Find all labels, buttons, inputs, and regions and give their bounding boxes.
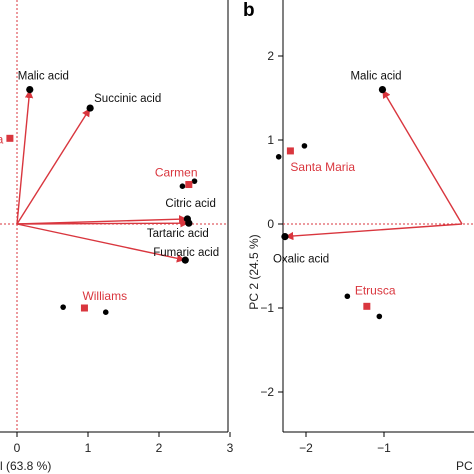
panel-a-arrow-fumaric-acid [16,223,186,263]
panel-a-sample-point-4 [102,309,109,316]
panel-b-y-tick-label--2: −2 [260,385,274,399]
panel-b-label-malic-acid: Malic acid [350,71,401,83]
panel-b-sample-point-4 [376,313,383,320]
panel-a-label-malic-acid: Malic acid [18,71,69,83]
panel-a-label-tartaric-acid: Tartaric acid [147,228,209,240]
panel-a-label-citric-acid: Citric acid [165,198,215,210]
panel-b-groups: Santa Maria Etrusca [286,147,396,310]
panel-a-x-ticks: 0 1 2 3 [14,432,234,455]
panel-a: 0 1 2 3 Malic acid Succinic acid Citric acid T… [0,0,234,473]
panel-b-y-ticks: −2 −1 0 1 2 [260,49,283,399]
panel-a-groups: Carmen Williams ria [0,132,198,312]
panel-a-sample-point-1 [179,183,186,189]
panel-b-arrow-oxalic-acid [284,223,463,241]
panel-a-arrow-succinic-acid [16,107,91,225]
panel-b-y-title: PC 2 (24.5 %) [247,234,261,309]
panel-b-loading-point-malic-acid [378,86,387,94]
panel-a-x-title: l (63.8 %) [0,459,51,473]
panel-b-x-tick-label--2: −2 [299,441,313,455]
panel-a-arrow-malic-acid [16,89,34,225]
panel-a-x-tick-label-0: 0 [14,441,21,455]
panel-b-label-oxalic-acid: Oxalic acid [273,254,329,266]
panel-a-group-marker-williams [80,304,88,312]
panel-a-group-marker-carmen [185,181,193,189]
panel-a-samples [60,178,198,316]
panel-a-group-label-williams: Williams [82,289,127,303]
panel-a-x-tick-label-3: 3 [227,441,234,455]
panel-a-sample-point-2 [191,178,198,184]
panel-b-loading-point-oxalic-acid [281,233,289,241]
panel-b-group-marker-etrusca [363,302,371,310]
panel-b-sample-point-2 [301,143,308,149]
panel-b-y-tick-label-0: 0 [267,217,274,231]
panel-b-group-label-santa-maria: Santa Maria [290,160,355,174]
panel-b: b −2 −1 0 1 2 −2 −1 Malic acid Oxalic acid San… [243,0,474,473]
panel-a-loading-point-tartaric-acid [185,219,193,227]
panel-b-sample-point-1 [275,154,282,160]
panel-b-samples [275,143,383,320]
panel-b-y-tick-label--1: −1 [260,301,274,315]
panel-b-group-label-etrusca: Etrusca [355,283,396,297]
panel-a-sample-point-3 [60,304,66,310]
panel-a-x-tick-label-1: 1 [85,441,92,455]
panel-b-x-tick-label--1: −1 [377,441,391,455]
panel-b-y-tick-label-1: 1 [267,133,274,147]
panel-a-group-label-ria: ria [0,132,4,146]
panel-a-loadings: Malic acid Succinic acid Citric acid Tartar… [16,71,219,264]
panel-b-sample-point-3 [344,293,351,300]
panel-b-y-tick-label-2: 2 [267,49,274,63]
panel-b-group-marker-santa-maria [286,147,294,155]
panel-b-letter: b [243,0,255,21]
panel-b-x-title: PC [456,459,473,473]
panel-a-arrow-citric-acid [16,215,188,225]
panel-a-label-fumaric-acid: Fumaric acid [153,247,219,259]
panel-a-group-label-carmen: Carmen [155,166,198,180]
panel-a-label-succinic-acid: Succinic acid [94,93,161,105]
panel-a-loading-point-malic-acid [26,86,34,94]
panel-a-group-marker-ria [6,134,14,142]
panel-b-loadings: Malic acid Oxalic acid [273,71,463,266]
panel-b-arrow-malic-acid [381,89,463,225]
panel-a-loading-point-succinic-acid [86,104,94,112]
panel-a-loading-point-fumaric-acid [181,256,189,264]
panel-a-arrow-tartaric-acid [16,219,189,228]
panel-b-x-ticks: −2 −1 [299,432,391,455]
panel-a-x-tick-label-2: 2 [156,441,163,455]
